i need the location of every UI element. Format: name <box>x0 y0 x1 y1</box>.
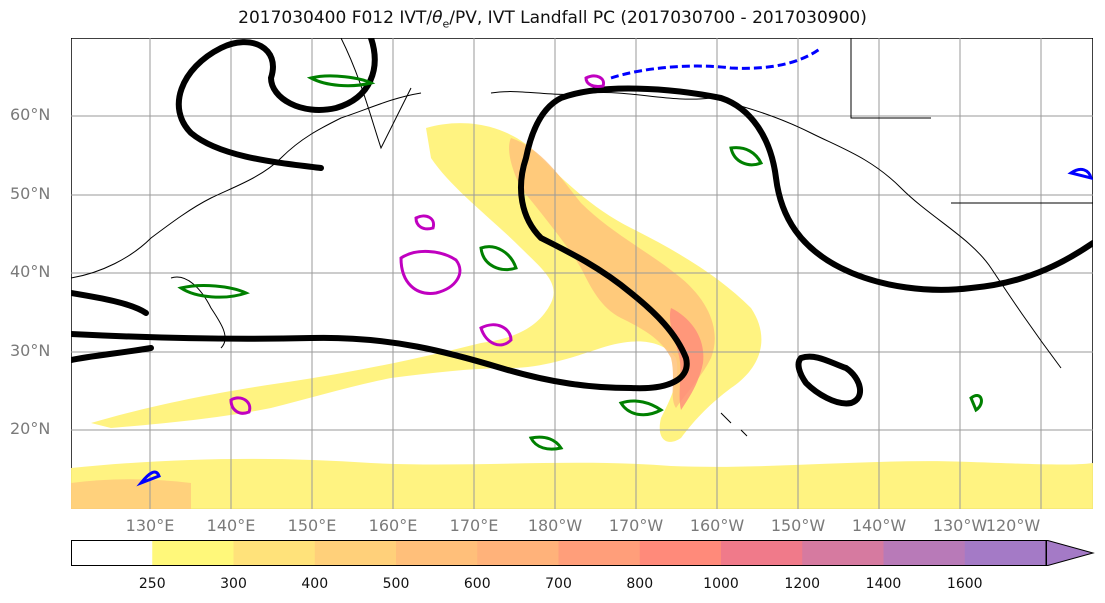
theta-e-contour-west <box>71 290 154 363</box>
lon-label-170e: 170°E <box>449 516 499 535</box>
colorbar-svg <box>71 539 1095 567</box>
pv-neg-contour-1 <box>610 46 822 80</box>
colorbar-tick-label: 800 <box>626 576 654 592</box>
lon-label-130w: 130°W <box>932 516 988 535</box>
pv-contour-4 <box>618 399 664 417</box>
pv-neg-contour-2 <box>136 470 161 487</box>
graticule <box>71 38 1093 509</box>
colorbar-tick-label: 500 <box>382 576 410 592</box>
colorbar-tick-label: 1400 <box>865 576 902 592</box>
title-suffix: /PV, IVT Landfall PC (2017030700 - 20170… <box>449 8 867 28</box>
colorbar-segment <box>802 540 884 566</box>
pv-neg-contour-3 <box>1067 167 1093 181</box>
colorbar-segment <box>964 540 1047 566</box>
lat-label-30n: 30°N <box>10 341 51 360</box>
lat-label-20n: 20°N <box>10 419 51 438</box>
colorbar-extend-arrow <box>1045 539 1095 567</box>
theta-e-contour-north <box>175 38 378 171</box>
colorbar-tick-label: 400 <box>301 576 329 592</box>
lon-label-150e: 150°E <box>287 516 337 535</box>
pv-contours <box>177 74 983 451</box>
lat-label-60n: 60°N <box>10 105 51 124</box>
magenta-contour-3 <box>229 396 252 415</box>
colorbar-frame <box>71 540 1047 566</box>
magenta-contour-1 <box>399 250 462 295</box>
ivt-band-south-core <box>71 479 191 509</box>
coast-asia <box>71 92 422 279</box>
colorbar-segment <box>396 540 478 566</box>
lon-label-160e: 160°E <box>368 516 418 535</box>
colorbar-tick-label: 300 <box>220 576 247 592</box>
lon-label-140e: 140°E <box>206 516 256 535</box>
colorbar-segment <box>477 540 559 566</box>
colorbar-segment <box>558 540 641 566</box>
colorbar-tick-label: 1600 <box>946 576 983 592</box>
lon-label-140w: 140°W <box>851 516 907 535</box>
title-theta: θ <box>432 8 443 28</box>
colorbar-segment <box>639 540 722 566</box>
colorbar-segments <box>71 540 1047 566</box>
magenta-contours <box>229 74 606 415</box>
title-prefix: 2017030400 F012 IVT/ <box>238 8 433 28</box>
colorbar-tick-label: 250 <box>138 576 166 592</box>
lon-label-170w: 170°W <box>608 516 664 535</box>
pv-contour-1 <box>306 74 376 88</box>
pv-contour-6 <box>729 146 764 167</box>
coast-hawaii <box>720 412 748 437</box>
lat-label-40n: 40°N <box>10 262 51 281</box>
lon-label-130e: 130°E <box>125 516 175 535</box>
pv-negative-contours <box>136 46 1093 487</box>
figure-title: 2017030400 F012 IVT/θe/PV, IVT Landfall … <box>0 8 1105 30</box>
theta-e-contour-loop <box>795 353 863 407</box>
pv-contour-2 <box>177 284 250 299</box>
colorbar-segment <box>314 540 397 566</box>
pv-contour-7 <box>969 394 983 413</box>
pv-contour-5 <box>528 435 564 451</box>
colorbar-segment <box>721 540 803 566</box>
colorbar-segment <box>883 540 966 566</box>
theta-e-contour-main <box>71 85 1093 392</box>
colorbar-tick-label: 1000 <box>703 576 739 592</box>
colorbar-segment <box>71 540 153 566</box>
lon-label-160w: 160°W <box>689 516 745 535</box>
colorbar-tick-label: 700 <box>545 576 572 592</box>
map-canvas <box>71 38 1093 509</box>
lat-label-50n: 50°N <box>10 184 51 203</box>
pv-contour-3 <box>479 245 518 272</box>
magenta-contour-5 <box>414 214 436 231</box>
magenta-contour-4 <box>584 74 606 88</box>
colorbar-segment <box>152 540 234 566</box>
ivt-colorbar <box>71 539 1101 570</box>
title-theta-sub: e <box>442 17 450 31</box>
lon-label-180w: 180°W <box>527 516 583 535</box>
colorbar-tick-label: 600 <box>463 576 491 592</box>
ivt-band-south <box>71 458 1093 509</box>
map-panel <box>71 38 1093 509</box>
coast-kamchatka <box>340 38 412 150</box>
magenta-contour-2 <box>479 323 513 347</box>
theta-e-contours <box>71 38 1093 407</box>
colorbar-segment <box>233 540 316 566</box>
colorbar-tick-label: 1200 <box>784 576 821 592</box>
border-us-canada <box>850 38 1093 204</box>
lon-label-150w: 150°W <box>770 516 826 535</box>
lon-label-120w: 120°W <box>985 516 1041 535</box>
